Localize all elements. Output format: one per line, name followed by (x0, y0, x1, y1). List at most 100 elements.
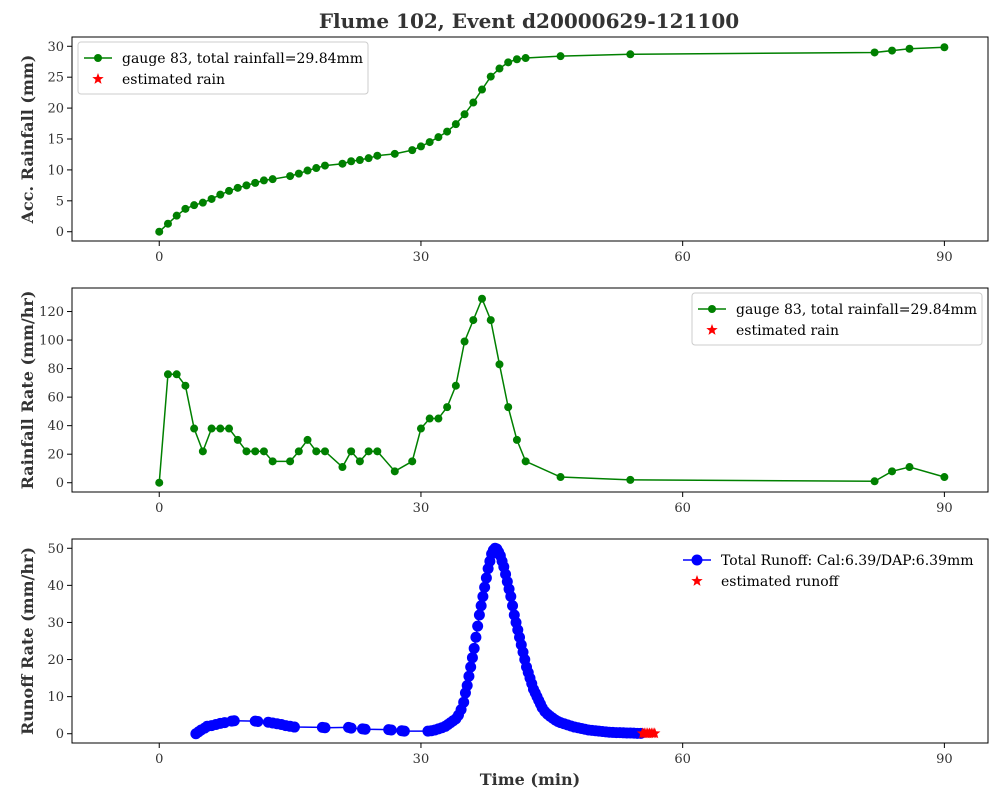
data-point (408, 457, 417, 466)
data-point (443, 127, 452, 136)
data-point (469, 98, 478, 107)
x-tick-label: 0 (155, 752, 163, 767)
series-1 (155, 43, 949, 236)
x-tick-label: 90 (936, 501, 953, 516)
data-point (416, 142, 425, 151)
data-point (259, 447, 268, 456)
data-point (373, 447, 382, 456)
y-tick-label: 25 (47, 71, 64, 86)
x-tick-label: 60 (674, 250, 691, 265)
legend-label: estimated runoff (721, 574, 840, 590)
data-point (364, 447, 373, 456)
data-point (463, 670, 475, 682)
data-point (355, 457, 364, 466)
data-point (465, 661, 477, 673)
data-point (259, 176, 268, 185)
data-point (473, 609, 485, 621)
x-tick-label: 30 (413, 501, 430, 516)
y-tick-label: 30 (47, 40, 64, 55)
data-point (470, 631, 482, 643)
data-point (451, 381, 460, 390)
data-point (472, 620, 484, 632)
series-1 (190, 542, 647, 740)
data-point (940, 473, 949, 482)
data-point (294, 447, 303, 456)
x-tick-label: 60 (674, 752, 691, 767)
axes-frame (71, 287, 989, 493)
data-point (225, 424, 234, 433)
legend-label: Total Runoff: Cal:6.39/DAP:6.39mm (721, 553, 974, 569)
data-point (469, 316, 478, 325)
data-point (416, 424, 425, 433)
legend-marker (708, 305, 716, 313)
y-tick-label: 10 (47, 690, 64, 705)
data-point (486, 72, 495, 81)
data-point (364, 154, 373, 163)
data-point (319, 722, 331, 734)
data-point (486, 316, 495, 325)
data-point (480, 572, 492, 584)
data-point (905, 463, 914, 472)
data-point (190, 424, 199, 433)
data-point (345, 722, 357, 734)
data-point (233, 183, 242, 192)
data-point (408, 146, 417, 155)
data-point (242, 447, 251, 456)
data-point (286, 457, 295, 466)
legend: gauge 83, total rainfall=29.84mm estimate… (691, 292, 983, 346)
data-point (242, 181, 251, 190)
data-point (451, 120, 460, 129)
data-point (338, 159, 347, 168)
y-tick-label: 60 (47, 391, 64, 406)
data-point (233, 435, 242, 444)
data-point (288, 721, 300, 733)
legend-marker-star (691, 575, 703, 586)
data-point (505, 590, 517, 602)
data-point (172, 211, 181, 220)
data-point (347, 157, 356, 166)
data-point (888, 46, 897, 55)
series-1 (155, 294, 949, 487)
y-tick-label: 100 (39, 334, 64, 349)
data-point (303, 166, 312, 175)
x-tick-label: 90 (936, 752, 953, 767)
data-point (286, 172, 295, 181)
y-tick-label: 0 (56, 727, 64, 742)
data-point (155, 227, 164, 236)
data-point (626, 475, 635, 484)
data-point (355, 156, 364, 165)
y-tick-label: 120 (39, 305, 64, 320)
data-point (556, 473, 565, 482)
data-point (905, 44, 914, 53)
y-tick-label: 0 (56, 476, 64, 491)
y-tick-label: 20 (47, 102, 64, 117)
data-point (390, 149, 399, 158)
data-point (425, 138, 434, 147)
x-tick-label: 0 (155, 250, 163, 265)
legend: gauge 83, total rainfall=29.84mm estimate… (77, 41, 369, 95)
x-tick-label: 60 (674, 501, 691, 516)
legend-label: estimated rain (736, 323, 839, 339)
data-point (268, 175, 277, 184)
legend-marker-star (706, 324, 718, 335)
data-point (460, 110, 469, 119)
x-tick-label: 30 (413, 250, 430, 265)
data-point (294, 169, 303, 178)
data-point (940, 43, 949, 52)
data-point (312, 164, 321, 173)
legend-marker (94, 54, 102, 62)
data-point (434, 414, 443, 423)
data-point (479, 581, 491, 593)
data-point (181, 381, 190, 390)
series-line (195, 547, 641, 735)
legend: Total Runoff: Cal:6.39/DAP:6.39mm estimat… (683, 553, 974, 590)
data-point (443, 403, 452, 412)
data-point (163, 370, 172, 379)
data-point (478, 294, 487, 303)
data-point (870, 477, 879, 486)
data-point (504, 403, 513, 412)
legend-label: gauge 83, total rainfall=29.84mm (122, 51, 363, 67)
data-point (425, 414, 434, 423)
